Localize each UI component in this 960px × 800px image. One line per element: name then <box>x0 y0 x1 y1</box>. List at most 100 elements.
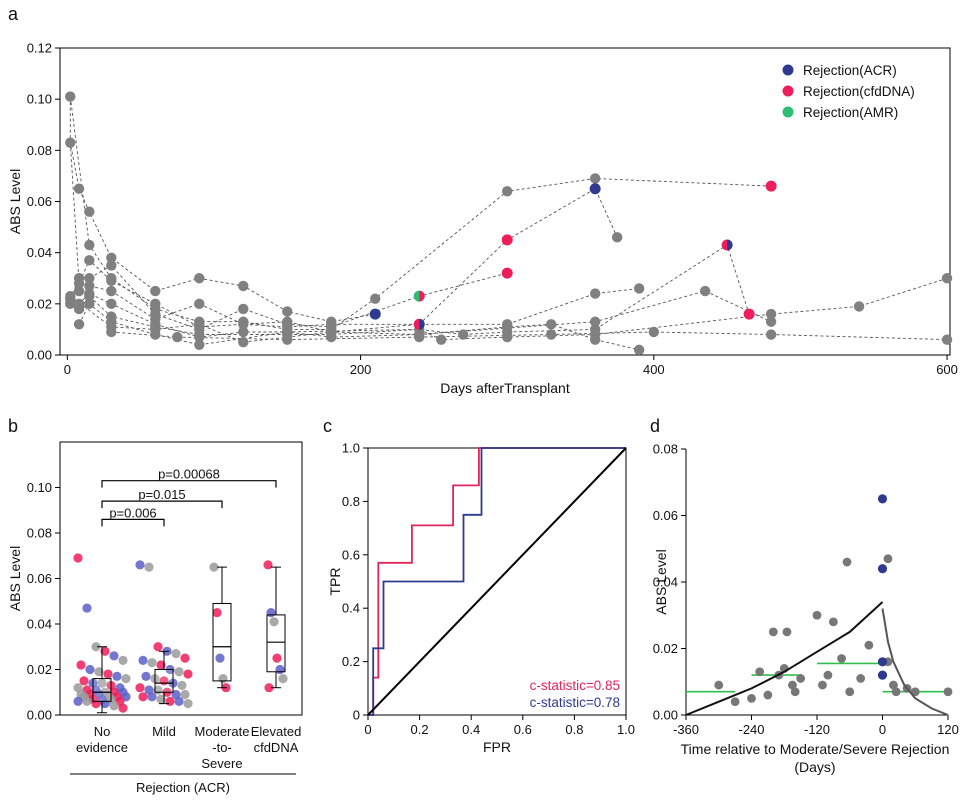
a-rejection-cfdna-point <box>501 267 513 279</box>
b-data-point <box>183 669 193 679</box>
d-fit-curve-pre <box>685 601 884 716</box>
b-data-point <box>138 655 148 666</box>
b-data-point <box>263 560 273 570</box>
b-category-label: Moderate <box>195 724 250 739</box>
b-category-label: Elevated <box>251 724 302 739</box>
b-data-point <box>103 669 113 679</box>
a-data-point <box>699 285 711 297</box>
d-data-point <box>763 690 773 700</box>
panel-a-scatter: 0.00 0.02 0.04 0.06 0.08 0.10 0.12 0 200 400 600 Da… <box>7 41 958 397</box>
d-data-point <box>812 610 822 620</box>
b-data-point <box>112 671 122 681</box>
c-ytick-label: 0.4 <box>342 601 360 616</box>
b-data-point <box>79 676 89 686</box>
panel-c-roc: 0 0.2 0.4 0.6 0.8 1.0 0 0.2 0.4 0.6 0.8 1.0 FPR TPR c-… <box>327 441 635 756</box>
b-data-point <box>85 664 95 675</box>
a-data-point <box>84 206 95 217</box>
d-data-point <box>755 667 765 677</box>
b-category-label: Severe <box>201 756 242 771</box>
b-data-point <box>147 692 157 702</box>
d-data-point <box>828 617 838 627</box>
a-ytick-label: 0.10 <box>27 92 52 107</box>
d-data-point <box>845 687 855 697</box>
b-data-point <box>215 653 225 663</box>
b-category-label: No <box>94 724 111 739</box>
a-legend-entry: Rejection(cfdDNA) <box>803 84 915 99</box>
b-comparison-bracket <box>101 518 165 527</box>
a-data-point <box>106 275 117 287</box>
a-data-point <box>589 329 601 340</box>
b-ytick-label: 0.08 <box>27 526 52 541</box>
a-data-point <box>941 334 953 345</box>
d-data-point <box>823 670 833 680</box>
b-data-point <box>147 658 157 668</box>
c-ytick-label: 1.0 <box>342 441 360 456</box>
b-ytick-label: 0.10 <box>27 480 52 495</box>
d-data-point <box>714 680 724 690</box>
a-data-point <box>194 273 205 284</box>
d-xaxis-label: Time relative to Moderate/Severe Rejecti… <box>681 741 950 757</box>
a-data-point <box>73 303 85 315</box>
a-xtick-label: 200 <box>350 362 372 377</box>
b-data-point <box>73 553 83 563</box>
b-box <box>92 678 112 702</box>
d-data-point <box>883 554 893 564</box>
a-rejection-split-point-left <box>721 239 728 251</box>
a-rejection-split-point-right <box>419 318 425 330</box>
a-ytick-label: 0.12 <box>27 41 52 56</box>
d-yaxis-label: ABS Level <box>653 549 669 614</box>
d-xtick-label: 120 <box>937 722 959 737</box>
c-ytick-label: 0 <box>353 708 360 723</box>
a-data-point <box>853 301 865 312</box>
a-data-point <box>238 303 249 315</box>
b-yaxis-label: ABS Level <box>7 546 23 611</box>
a-data-point <box>150 324 161 335</box>
b-category-label: cfdDNA <box>254 740 299 755</box>
a-data-point <box>370 293 381 304</box>
b-data-point <box>264 683 274 693</box>
a-data-point <box>765 308 777 320</box>
a-data-point <box>73 183 85 194</box>
d-data-point <box>768 627 778 637</box>
a-data-point <box>150 285 161 297</box>
a-data-point <box>648 326 660 338</box>
a-rejection-acr-point <box>589 183 601 195</box>
a-xaxis-label: Days afterTransplant <box>440 380 570 396</box>
d-data-point <box>790 687 800 697</box>
b-data-point <box>109 651 119 661</box>
b-data-point <box>165 696 175 706</box>
a-data-point <box>501 186 513 197</box>
d-fit-curve-post <box>881 608 949 716</box>
d-data-point <box>730 697 740 707</box>
a-data-point <box>633 344 645 356</box>
a-data-point <box>194 329 205 340</box>
a-legend-entry: Rejection(ACR) <box>803 63 897 78</box>
a-rejection-split-point-right <box>419 290 425 302</box>
b-box <box>212 603 232 682</box>
a-ytick-label: 0.02 <box>27 296 52 311</box>
b-data-point <box>269 617 279 627</box>
a-data-point <box>545 329 557 340</box>
c-xaxis-label: FPR <box>483 739 511 755</box>
b-data-point <box>91 642 101 652</box>
a-ytick-label: 0.06 <box>27 194 52 209</box>
b-data-point <box>156 694 166 704</box>
c-xtick-label: 0.6 <box>514 722 532 737</box>
d-xtick-label: -360 <box>673 722 699 737</box>
a-data-point <box>633 283 645 294</box>
b-group-label: Rejection (ACR) <box>136 780 230 795</box>
a-data-point <box>84 255 95 266</box>
d-rejection-point <box>877 564 888 574</box>
b-data-point <box>118 655 128 666</box>
a-data-point <box>84 298 95 310</box>
b-data-point <box>138 692 148 702</box>
b-data-point <box>266 608 276 618</box>
d-rejection-point <box>877 494 888 504</box>
a-data-point <box>326 329 337 340</box>
d-xtick-label: 0 <box>879 722 886 737</box>
c-xtick-label: 0.4 <box>462 722 480 737</box>
a-data-point <box>73 273 85 284</box>
d-ytick-label: 0.04 <box>653 575 678 590</box>
a-data-point <box>65 298 76 310</box>
